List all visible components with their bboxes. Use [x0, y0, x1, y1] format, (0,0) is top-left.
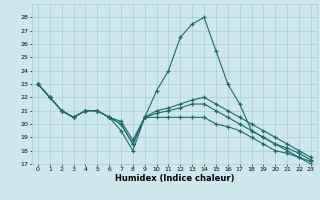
X-axis label: Humidex (Indice chaleur): Humidex (Indice chaleur): [115, 174, 234, 183]
